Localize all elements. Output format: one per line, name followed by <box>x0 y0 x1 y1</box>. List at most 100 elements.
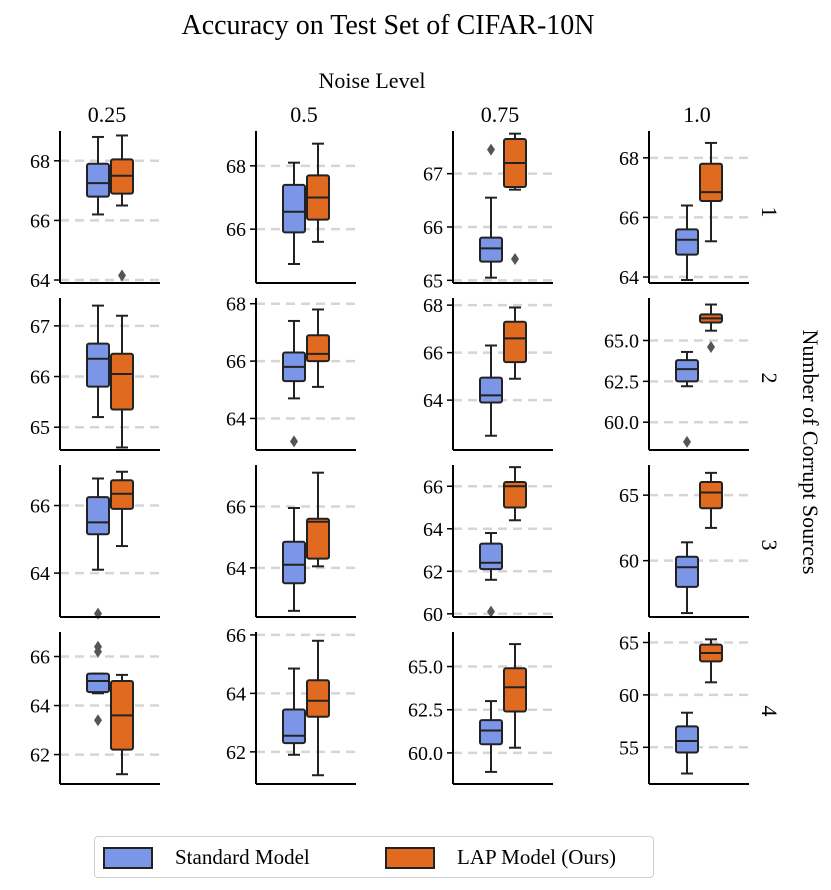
y-tick-label: 66 <box>226 496 246 518</box>
y-tick-label: 68 <box>619 148 639 170</box>
y-tick-label: 68 <box>226 294 246 316</box>
y-tick-label: 66 <box>30 367 50 389</box>
y-tick-label: 65 <box>619 485 639 507</box>
box-lap <box>699 162 723 203</box>
y-tick-label: 67 <box>30 316 50 338</box>
column-label-3: 0.75 <box>481 102 520 127</box>
y-tick-label: 65.0 <box>604 330 639 352</box>
y-tick-label: 62 <box>423 561 443 583</box>
y-tick-label: 66 <box>30 496 50 518</box>
legend: Standard Model LAP Model (Ours) <box>94 836 654 878</box>
outlier-standard <box>683 435 691 448</box>
outlier-standard <box>290 435 298 448</box>
box-standard <box>675 359 699 383</box>
box-standard <box>479 236 503 263</box>
outlier-standard <box>487 605 495 618</box>
y-tick-label: 66 <box>226 351 246 373</box>
y-tick-label: 60 <box>619 685 639 707</box>
box-standard <box>675 228 699 256</box>
y-tick-label: 60 <box>619 551 639 573</box>
y-tick-label: 65.0 <box>408 657 443 679</box>
legend-label-standard: Standard Model <box>175 845 310 869</box>
box-standard <box>86 496 110 536</box>
box-standard <box>479 719 503 746</box>
panel-r1-c1: 64 66 68 <box>30 131 160 292</box>
column-label-2: 0.5 <box>290 102 318 127</box>
y-tick-label: 67 <box>423 164 443 186</box>
box-lap <box>699 481 723 510</box>
box-lap <box>503 481 527 509</box>
panel-r3-c4: 60 65 <box>619 465 749 618</box>
y-tick-label: 66 <box>30 647 50 669</box>
outlier-lap <box>511 253 519 265</box>
column-label-4: 1.0 <box>683 102 711 127</box>
panel-r1-c4: 64 66 68 <box>619 131 749 289</box>
legend-item-lap: LAP Model (Ours) <box>385 845 616 870</box>
y-tick-label: 64 <box>619 267 639 289</box>
y-tick-label: 64 <box>30 696 50 718</box>
outlier-standard <box>94 640 102 653</box>
box-standard <box>86 342 110 388</box>
box-lap <box>306 517 330 560</box>
panel-r2-c1: 65 66 67 <box>30 298 160 451</box>
box-standard <box>282 540 306 585</box>
y-tick-label: 66 <box>226 625 246 647</box>
box-standard <box>282 183 306 234</box>
y-tick-label: 62.5 <box>408 700 443 722</box>
row-header-title: Number of Corrupt Sources <box>798 329 823 574</box>
y-tick-label: 64 <box>30 563 50 585</box>
box-lap <box>306 679 330 718</box>
y-tick-label: 68 <box>423 295 443 317</box>
y-tick-label: 64 <box>226 408 246 430</box>
outlier-lap <box>118 269 126 282</box>
box-standard <box>86 162 110 198</box>
outlier-standard <box>94 714 102 727</box>
y-tick-label: 62 <box>226 742 246 764</box>
panel-r4-c3: 60.0 62.5 65.0 <box>408 632 553 785</box>
panel-r4-c4: 55 60 65 <box>619 632 749 785</box>
y-tick-label: 66 <box>423 343 443 365</box>
column-label-1: 0.25 <box>88 102 127 127</box>
y-tick-label: 60 <box>423 604 443 626</box>
y-tick-label: 66 <box>423 476 443 498</box>
box-standard <box>86 672 110 694</box>
panel-r1-c3: 65 66 67 <box>423 131 553 292</box>
outlier-lap <box>707 341 715 354</box>
row-label-4: 4 <box>757 706 782 717</box>
panel-r3-c2: 64 66 <box>226 465 356 618</box>
box-lap <box>306 334 330 363</box>
row-label-1: 1 <box>757 207 782 218</box>
chart-title: Accuracy on Test Set of CIFAR-10N <box>181 10 594 41</box>
panel-r2-c2: 64 66 68 <box>226 294 356 451</box>
y-tick-label: 60.0 <box>408 743 443 765</box>
y-tick-label: 62 <box>30 745 50 767</box>
box-standard <box>479 542 503 571</box>
y-tick-label: 65 <box>619 632 639 654</box>
box-lap <box>503 320 527 364</box>
panel-r3-c1: 64 66 <box>30 465 160 620</box>
y-tick-label: 64 <box>423 390 443 412</box>
y-tick-label: 64 <box>30 270 50 292</box>
y-tick-label: 66 <box>226 219 246 241</box>
box-standard <box>479 376 503 404</box>
y-tick-label: 64 <box>226 558 246 580</box>
y-tick-label: 68 <box>30 151 50 173</box>
panel-r4-c2: 62 64 66 <box>226 625 356 785</box>
column-header-title: Noise Level <box>319 68 426 93</box>
box-lap <box>503 667 527 713</box>
panel-r2-c3: 64 66 68 <box>423 295 553 451</box>
y-tick-label: 66 <box>30 210 50 232</box>
box-lap <box>110 352 134 411</box>
outlier-standard <box>487 143 495 156</box>
box-standard <box>675 555 699 588</box>
y-tick-label: 68 <box>226 156 246 178</box>
legend-swatch-standard <box>103 846 153 869</box>
y-tick-label: 62.5 <box>604 371 639 393</box>
box-standard <box>282 708 306 745</box>
y-tick-label: 55 <box>619 737 639 759</box>
legend-item-standard: Standard Model <box>103 845 310 870</box>
y-tick-label: 64 <box>423 519 443 541</box>
y-tick-label: 65 <box>423 270 443 292</box>
y-tick-label: 64 <box>226 683 246 705</box>
